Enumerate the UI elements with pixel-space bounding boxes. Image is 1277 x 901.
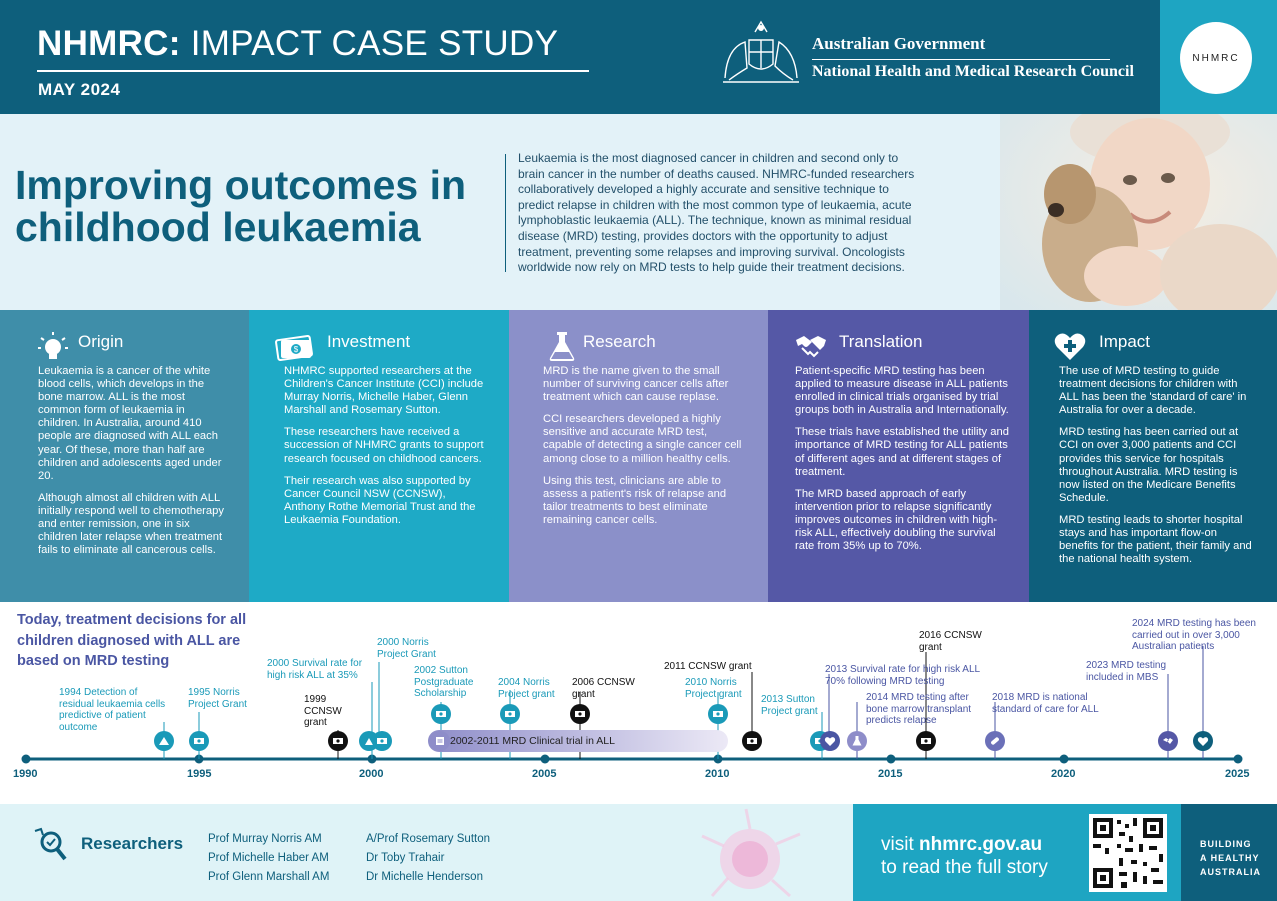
year-label: 1995: [187, 768, 212, 780]
timeline-event: 2000 Survival rate for high risk ALL at …: [267, 658, 363, 681]
cell-illustration: [701, 808, 801, 898]
grant-icon: [372, 731, 392, 751]
year-label: 2010: [705, 768, 730, 780]
government-logo: Australian Government National Health an…: [717, 18, 1134, 88]
hero-intro: Leukaemia is the most diagnosed cancer i…: [518, 151, 915, 275]
visit-panel: visit nhmrc.gov.au to read the full stor…: [853, 804, 1181, 901]
timeline-event: 2013 Survival rate for high risk ALL 70%…: [825, 664, 981, 687]
year-label: 2025: [1225, 768, 1250, 780]
timeline-event: 2010 Norris Project grant: [685, 677, 742, 700]
column-heading: Origin: [78, 332, 124, 351]
document-icon: [430, 731, 450, 751]
grant-icon: [708, 704, 728, 724]
timeline-event: 2002 Sutton Postgraduate Scholarship: [414, 665, 474, 700]
handshake-icon: [1158, 731, 1178, 751]
year-label: 2015: [878, 768, 903, 780]
timeline-event: 1999 CCNSW grant: [304, 694, 342, 729]
heart-plus-icon: [1193, 731, 1213, 751]
magnifier-icon: [34, 827, 67, 861]
timeline-event: 2014 MRD testing after bone marrow trans…: [866, 692, 972, 727]
column-origin: Origin Leukaemia is a cancer of the whit…: [0, 310, 249, 602]
year-label: 2000: [359, 768, 384, 780]
title-underline: [37, 70, 589, 72]
timeline-event: 2018 MRD is national standard of care fo…: [992, 692, 1099, 715]
timeline-event: 2011 CCNSW grant: [664, 661, 752, 672]
footer: Researchers Prof Murray Norris AM Prof M…: [0, 804, 1277, 901]
timeline-lead: Today, treatment decisions for all child…: [17, 612, 247, 669]
column-heading: Impact: [1099, 332, 1151, 351]
gov-name: Australian Government: [812, 34, 986, 53]
heart-plus-icon: [820, 731, 840, 751]
nhmrc-logo[interactable]: NHMRC: [1180, 22, 1252, 94]
timeline-event: 1994 Detection of residual leukaemia cel…: [59, 687, 166, 733]
researchers-panel: Researchers Prof Murray Norris AM Prof M…: [0, 804, 853, 901]
council-name: National Health and Medical Research Cou…: [812, 63, 1134, 80]
column-body: MRD is the name given to the small numbe…: [543, 365, 742, 526]
column-research: Research MRD is the name given to the sm…: [509, 310, 768, 602]
researchers-list-1: Prof Murray Norris AM Prof Michelle Habe…: [208, 833, 330, 883]
grant-icon: [189, 731, 209, 751]
year-label: 2020: [1051, 768, 1076, 780]
child-with-teddy-photo: [1000, 114, 1277, 310]
column-body: Leukaemia is a cancer of the white blood…: [38, 365, 224, 557]
timeline: Today, treatment decisions for all child…: [0, 602, 1277, 804]
column-heading: Research: [583, 332, 656, 351]
column-impact: Impact The use of MRD testing to guide t…: [1029, 310, 1277, 602]
timeline-axis: [21, 646, 1243, 764]
timeline-event: 2016 CCNSW grant: [919, 630, 982, 653]
grant-icon: [328, 731, 348, 751]
column-body: The use of MRD testing to guide treatmen…: [1059, 365, 1252, 566]
nhmrc-logo-panel: NHMRC: [1160, 0, 1277, 114]
grant-icon: [742, 731, 762, 751]
timeline-event: 2023 MRD testing included in MBS: [1086, 660, 1167, 683]
triangle-icon: [154, 731, 174, 751]
page-title: NHMRC: IMPACT CASE STUDY: [37, 24, 559, 63]
timeline-event: 2024 MRD testing has been carried out in…: [1132, 618, 1256, 653]
hero-divider: [505, 154, 506, 272]
flask-icon: [847, 731, 867, 751]
year-label: 1990: [13, 768, 38, 780]
clinical-trial-bar: [428, 730, 728, 752]
column-heading: Translation: [839, 332, 923, 351]
grant-icon: [570, 704, 590, 724]
publication-date: MAY 2024: [38, 80, 121, 99]
column-body: Patient-specific MRD testing has been ap…: [795, 365, 1009, 553]
clinical-trial-label: 2002-2011 MRD Clinical trial in ALL: [450, 735, 615, 747]
researchers-title: Researchers: [81, 834, 184, 853]
gov-divider: [812, 59, 1110, 60]
building-panel: BUILDING A HEALTHY AUSTRALIA: [1181, 804, 1277, 901]
svg-text:$: $: [294, 345, 299, 354]
building-tagline: BUILDING A HEALTHY AUSTRALIA: [1200, 839, 1261, 877]
column-investment: $ Investment NHMRC supported researchers…: [249, 310, 509, 602]
qr-code-icon[interactable]: [1089, 814, 1167, 892]
column-translation: Translation Patient-specific MRD testing…: [768, 310, 1029, 602]
money-icon: $: [275, 334, 313, 362]
heart-plus-icon: [1054, 333, 1086, 360]
flask-icon: [549, 332, 575, 361]
column-heading: Investment: [327, 332, 411, 351]
visit-link[interactable]: visit nhmrc.gov.au to read the full stor…: [881, 834, 1048, 878]
timeline-event: 2000 Norris Project Grant: [377, 637, 436, 660]
hero-section: Improving outcomes in childhood leukaemi…: [0, 114, 1277, 310]
grant-icon: [500, 704, 520, 724]
story-columns: Origin Leukaemia is a cancer of the whit…: [0, 310, 1277, 602]
lightbulb-icon: [38, 332, 68, 359]
timeline-event: 2006 CCNSW grant: [572, 677, 635, 700]
coat-of-arms-icon: [723, 20, 799, 83]
grant-icon: [431, 704, 451, 724]
timeline-event: 1995 Norris Project Grant: [188, 687, 247, 710]
researchers-list-2: A/Prof Rosemary Sutton Dr Toby Trahair D…: [366, 833, 490, 883]
hero-title: Improving outcomes in childhood leukaemi…: [15, 162, 467, 250]
handshake-icon: [796, 336, 826, 358]
timeline-event: 2004 Norris Project grant: [498, 677, 555, 700]
timeline-event: 2013 Sutton Project grant: [761, 694, 818, 717]
header-banner: NHMRC: IMPACT CASE STUDY MAY 2024 Austra…: [0, 0, 1277, 114]
grant-icon: [916, 731, 936, 751]
year-label: 2005: [532, 768, 557, 780]
column-body: NHMRC supported researchers at the Child…: [284, 365, 484, 526]
pill-icon: [985, 731, 1005, 751]
